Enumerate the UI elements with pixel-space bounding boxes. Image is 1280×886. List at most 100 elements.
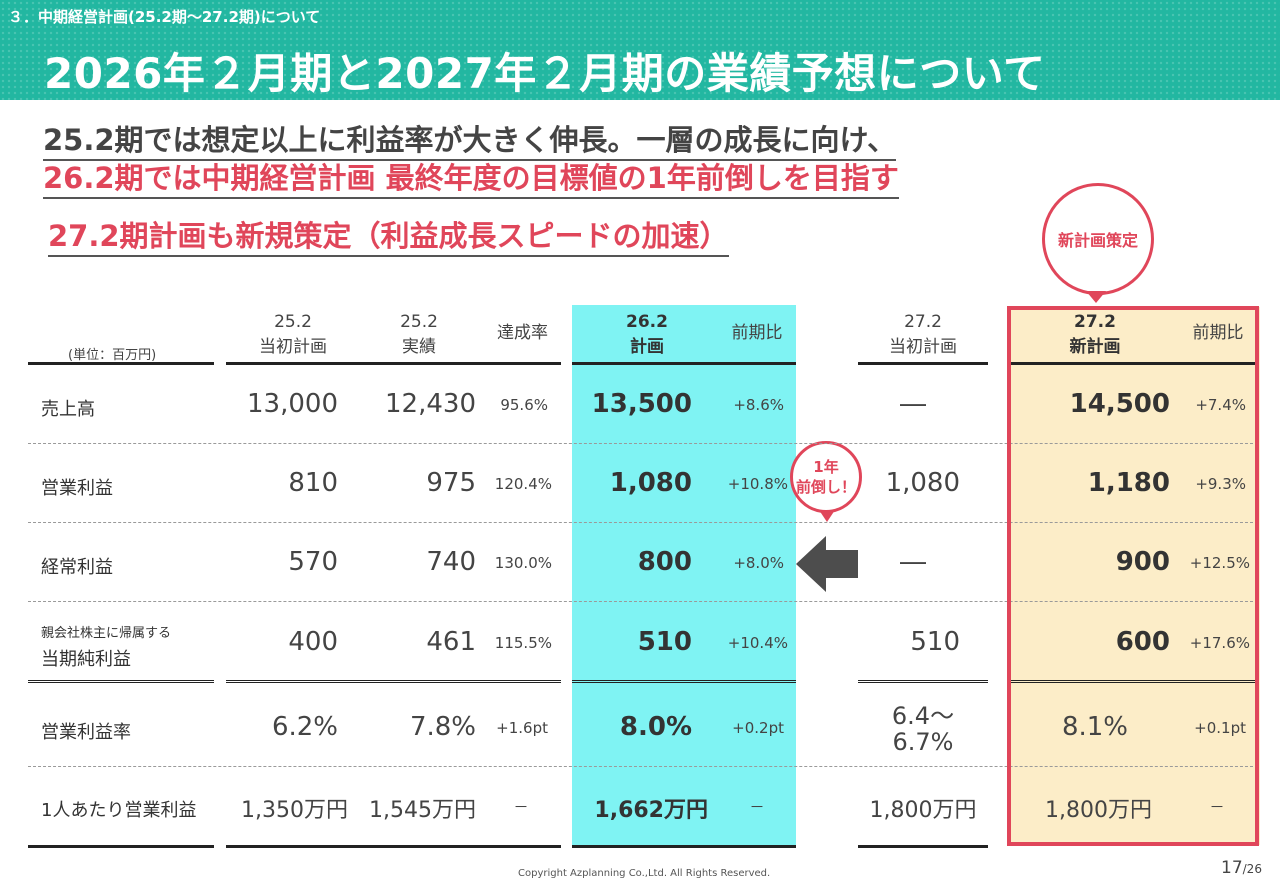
cell-op-orig27: 1,080 (885, 468, 960, 498)
cell-ppe-rate: － (513, 798, 529, 816)
cell-ord-orig27: ― (900, 547, 926, 577)
rule-bottom (226, 845, 561, 848)
cell-sales-yoy27: +7.4% (1195, 396, 1246, 414)
row-label-operating-profit: 営業利益 (41, 478, 113, 499)
left-arrow-icon (796, 536, 858, 592)
cell-margin-yoy27: +0.1pt (1194, 719, 1246, 737)
cell-ppe-yoy26: － (749, 798, 765, 816)
rule-header (572, 362, 796, 365)
advance-bubble-tail (819, 510, 835, 522)
rule-bottom (572, 845, 796, 848)
cell-ppe-plan25: 1,350万円 (241, 798, 348, 823)
header-25-plan-year: 25.2 (274, 312, 312, 332)
header-25-actual-label: 実績 (402, 337, 436, 357)
header-26-yoy: 前期比 (731, 323, 783, 343)
rule-bottom (28, 845, 214, 848)
header-27-original-label: 当初計画 (889, 337, 957, 357)
cell-sales-orig27: ― (900, 389, 926, 419)
cell-margin-orig27-l2: 6.7% (892, 728, 954, 756)
page-number: 17/26 (1221, 858, 1262, 878)
new-plan-bubble-tail (1086, 291, 1106, 303)
cell-ppe-plan26: 1,662万円 (594, 798, 708, 823)
cell-ord-plan25: 570 (288, 547, 338, 577)
cell-op-plan26: 1,080 (609, 468, 692, 498)
header-band: ３．中期経営計画(25.2期～27.2期)について 2026年２月期と2027年… (0, 0, 1280, 100)
header-26-plan-year: 26.2 (626, 312, 668, 332)
header-pattern (0, 0, 1280, 100)
cell-op-rate: 120.4% (494, 475, 552, 493)
unit-label: (単位：百万円) (68, 348, 157, 363)
advance-bubble: 1年 前倒し！ (790, 441, 862, 513)
lead-line-3: 27.2期計画も新規策定（利益成長スピードの加速） (48, 213, 729, 257)
cell-ord-plan26: 800 (637, 547, 692, 577)
cell-ppe-new27: 1,800万円 (1045, 798, 1152, 823)
cell-net-rate: 115.5% (494, 634, 552, 652)
rule-row (28, 766, 1258, 767)
cell-margin-rate: +1.6pt (496, 719, 548, 737)
row-label-operating-margin: 営業利益率 (41, 722, 131, 743)
cell-ppe-act25: 1,545万円 (369, 798, 476, 823)
rule-section (1010, 680, 1258, 686)
highlight-27-new-plan (1008, 307, 1260, 845)
row-sublabel-net-profit: 親会社株主に帰属する (41, 626, 172, 641)
header-achievement: 達成率 (497, 323, 548, 343)
advance-bubble-line2: 前倒し！ (795, 478, 856, 496)
row-label-profit-per-employee: 1人あたり営業利益 (41, 800, 197, 821)
cell-net-plan25: 400 (288, 627, 338, 657)
rule-section (858, 680, 988, 686)
header-27-original-year: 27.2 (904, 312, 942, 332)
new-plan-bubble-text: 新計画策定 (1057, 231, 1138, 250)
header-27-new-label: 新計画 (1069, 337, 1121, 357)
cell-sales-new27: 14,500 (1069, 389, 1170, 419)
cell-sales-rate: 95.6% (500, 396, 548, 414)
page-title: 2026年２月期と2027年２月期の業績予想について (44, 49, 1046, 98)
header-27-yoy: 前期比 (1192, 323, 1244, 343)
cell-margin-act25: 7.8% (409, 712, 476, 742)
cell-op-yoy26: +10.8% (727, 475, 788, 493)
section-label: ３．中期経営計画(25.2期～27.2期)について (8, 8, 321, 26)
rule-row (28, 522, 1258, 523)
cell-op-act25: 975 (426, 468, 476, 498)
rule-row (28, 443, 1258, 444)
rule-bottom (858, 845, 988, 848)
cell-ppe-yoy27: － (1209, 798, 1225, 816)
row-label-net-profit: 当期純利益 (41, 649, 131, 670)
cell-margin-plan26: 8.0% (619, 712, 692, 742)
lead-line-2: 26.2期では中期経営計画 最終年度の目標値の1年前倒しを目指す (43, 155, 899, 199)
advance-bubble-line1: 1年 (813, 458, 839, 476)
cell-net-orig27: 510 (910, 627, 960, 657)
cell-op-yoy27: +9.3% (1195, 475, 1246, 493)
header-25-plan: 25.2 当初計画 (238, 310, 348, 360)
header-26-plan: 26.2 計画 (592, 310, 702, 360)
rule-header (1010, 362, 1258, 365)
rule-header (858, 362, 988, 365)
cell-sales-act25: 12,430 (385, 389, 476, 419)
new-plan-frame (1007, 306, 1259, 846)
header-25-actual-year: 25.2 (400, 312, 438, 332)
cell-ord-new27: 900 (1115, 547, 1170, 577)
cell-ord-yoy26: +8.0% (733, 554, 784, 572)
header-25-plan-label: 当初計画 (259, 337, 327, 357)
new-plan-bubble: 新計画策定 (1042, 183, 1154, 295)
cell-ord-act25: 740 (426, 547, 476, 577)
rule-header (226, 362, 561, 365)
cell-margin-new27: 8.1% (1061, 712, 1128, 742)
lead-line-1: 25.2期では想定以上に利益率が大きく伸長。一層の成長に向け、 (43, 117, 897, 161)
header-27-new: 27.2 新計画 (1040, 310, 1150, 360)
row-label-ordinary-profit: 経常利益 (41, 557, 113, 578)
header-25-actual: 25.2 実績 (364, 310, 474, 360)
copyright: Copyright Azplanning Co.,Ltd. All Rights… (518, 868, 771, 879)
cell-margin-yoy26: +0.2pt (732, 719, 784, 737)
cell-op-new27: 1,180 (1087, 468, 1170, 498)
row-label-sales: 売上高 (41, 399, 95, 420)
cell-sales-plan25: 13,000 (247, 389, 338, 419)
rule-section (572, 680, 796, 686)
cell-net-yoy27: +17.6% (1189, 634, 1250, 652)
rule-section (226, 680, 561, 686)
cell-sales-yoy26: +8.6% (733, 396, 784, 414)
cell-ord-yoy27: +12.5% (1189, 554, 1250, 572)
rule-section (28, 680, 214, 686)
cell-op-plan25: 810 (288, 468, 338, 498)
header-27-new-year: 27.2 (1074, 312, 1116, 332)
cell-margin-plan25: 6.2% (271, 712, 338, 742)
